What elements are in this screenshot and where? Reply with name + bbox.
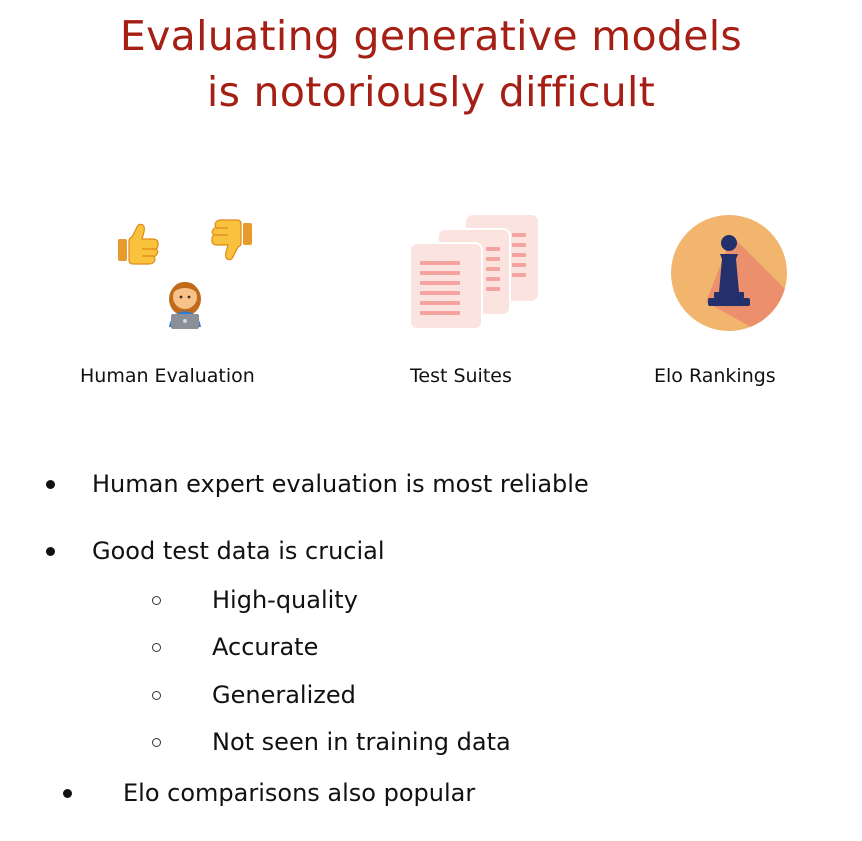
thumbs-down-icon [211,219,252,261]
human-evaluation-label: Human Evaluation [80,365,255,387]
test-suites-label: Test Suites [410,365,512,387]
sub-bullet-ring [152,643,161,652]
sub-bullet-1-text: High-quality [212,586,358,614]
test-documents-icon [408,213,542,333]
sub-bullet-ring [152,596,161,605]
bullet-dot [46,480,55,489]
sub-bullet-3-text: Generalized [212,681,356,709]
sub-bullet-ring [152,738,161,747]
title-line-2: is notoriously difficult [206,68,656,116]
sub-bullet-4-text: Not seen in training data [212,728,511,756]
thumbs-up-icon [118,223,159,265]
human-evaluation-icon-group [110,215,270,335]
bullet-2-text: Good test data is crucial [92,537,385,565]
bullet-1-text: Human expert evaluation is most reliable [92,470,589,498]
sub-bullet-ring [152,691,161,700]
title-line-1: Evaluating generative models [119,12,743,60]
sub-bullet-2-text: Accurate [212,633,319,661]
bullet-dot [46,547,55,556]
slide-title: Evaluating generative models is notoriou… [0,8,862,120]
bullet-dot [63,789,72,798]
person-laptop-icon [169,282,201,329]
chess-pawn-icon [670,214,788,332]
elo-rankings-label: Elo Rankings [654,365,776,387]
bullet-3-text: Elo comparisons also popular [123,779,476,807]
human-evaluation-icons [118,219,252,329]
